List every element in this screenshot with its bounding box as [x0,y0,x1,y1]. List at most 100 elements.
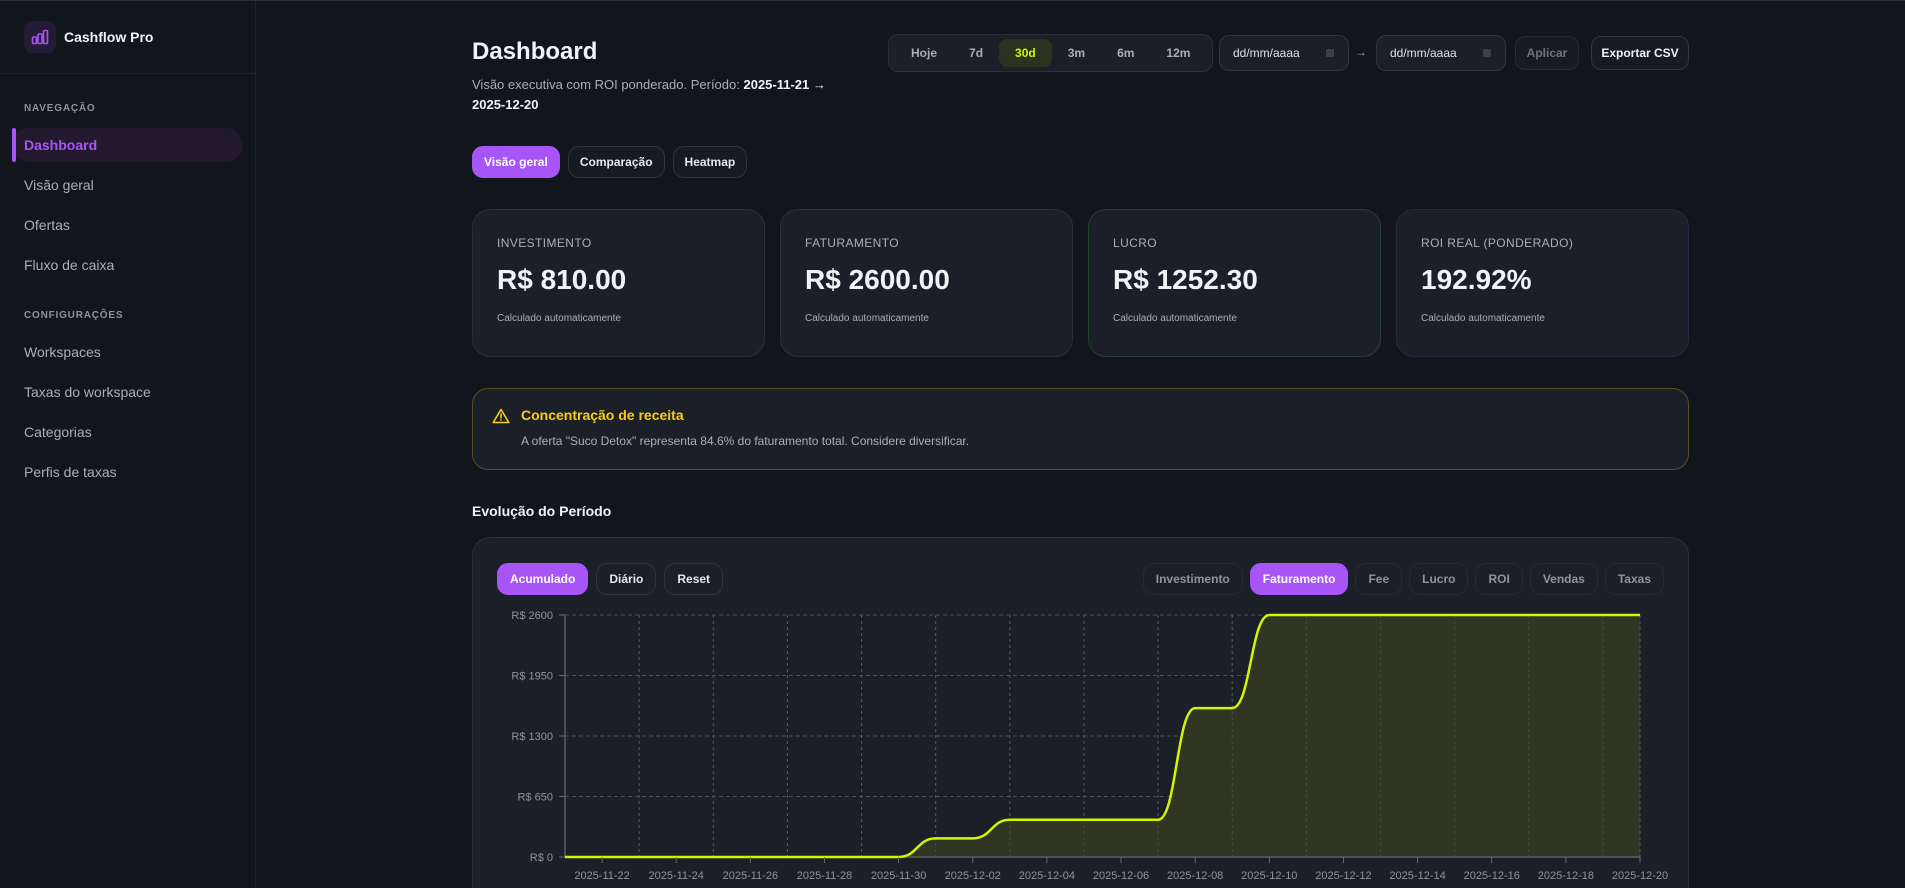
tab-comparacao[interactable]: Comparação [567,146,665,178]
sidebar-item-label: Perfis de taxas [24,464,117,480]
nav-list-settings: Workspaces Taxas do workspace Categorias… [0,335,255,489]
alert-text: A oferta "Suco Detox" representa 84.6% d… [521,434,970,448]
sidebar-item-categorias[interactable]: Categorias [12,415,243,449]
nav-list-navigation: Dashboard Visão geral Ofertas Fluxo de c… [0,128,255,282]
brand[interactable]: Cashflow Pro [0,1,255,74]
kpi-card-investimento: INVESTIMENTO R$ 810.00 Calculado automat… [472,209,765,357]
kpi-cards: INVESTIMENTO R$ 810.00 Calculado automat… [472,209,1689,357]
area-fill [565,615,1640,857]
kpi-label: ROI REAL (PONDERADO) [1421,236,1574,250]
tab-visao-geral[interactable]: Visão geral [472,146,560,178]
x-tick-label: 2025-11-22 [574,870,629,882]
date-range-arrow: → [1355,45,1367,59]
subtitle-text: Visão executiva com ROI ponderado. Perío… [472,77,744,92]
series-toggle-buttons: Investimento Faturamento Fee Lucro ROI V… [1142,563,1664,595]
apply-button[interactable]: Aplicar [1515,36,1579,70]
kpi-value: R$ 810.00 [497,264,627,295]
page-title: Dashboard [472,38,598,65]
sidebar-item-perfis-de-taxas[interactable]: Perfis de taxas [12,455,243,489]
export-csv-button[interactable]: Exportar CSV [1591,36,1689,70]
series-toggle-vendas[interactable]: Vendas [1529,563,1598,595]
series-toggle-faturamento[interactable]: Faturamento [1249,563,1349,595]
sidebar-item-label: Dashboard [24,137,98,153]
date-from-input[interactable]: dd/mm/aaaa [1219,35,1349,71]
period-end: 2025-12-20 [472,97,539,112]
range-button-30d[interactable]: 30d [999,39,1052,67]
sidebar: Cashflow Pro NAVEGAÇÃO Dashboard Visão g… [0,1,256,888]
range-selector: Hoje 7d 30d 3m 6m 12m [888,34,1214,72]
range-button-6m[interactable]: 6m [1117,46,1135,60]
period-arrow: → [812,77,826,92]
kpi-note: Calculado automaticamente [497,313,621,324]
x-tick-label: 2025-11-24 [648,870,703,882]
kpi-card-roi: ROI REAL (PONDERADO) 192.92% Calculado a… [1396,209,1689,357]
sidebar-item-workspaces[interactable]: Workspaces [12,335,243,369]
sidebar-item-fluxo-de-caixa[interactable]: Fluxo de caixa [12,248,243,282]
kpi-note: Calculado automaticamente [1113,313,1237,324]
kpi-value: 192.92% [1421,264,1532,295]
sidebar-item-dashboard[interactable]: Dashboard [12,128,243,162]
x-tick-label: 2025-11-28 [797,870,852,882]
range-button-7d[interactable]: 7d [969,46,984,60]
y-tick-label: R$ 650 [518,792,553,804]
calendar-icon[interactable] [1325,48,1335,58]
date-to-input[interactable]: dd/mm/aaaa [1376,35,1506,71]
kpi-label: FATURAMENTO [805,236,899,250]
date-from-placeholder: dd/mm/aaaa [1233,46,1300,60]
sidebar-item-label: Visão geral [24,177,94,193]
kpi-card-lucro: LUCRO R$ 1252.30 Calculado automaticamen… [1088,209,1381,357]
y-tick-label: R$ 1950 [511,671,553,683]
sidebar-item-label: Ofertas [24,217,70,233]
bar-chart-icon [24,21,56,53]
series-toggle-taxas[interactable]: Taxas [1604,563,1664,595]
kpi-label: LUCRO [1113,236,1158,250]
kpi-note: Calculado automaticamente [805,313,929,324]
sidebar-item-label: Fluxo de caixa [24,257,115,273]
date-to-placeholder: dd/mm/aaaa [1390,46,1457,60]
y-tick-label: R$ 2600 [511,610,553,622]
kpi-value: R$ 2600.00 [805,264,950,295]
series-toggle-roi[interactable]: ROI [1475,563,1523,595]
x-tick-label: 2025-11-26 [723,870,778,882]
tab-heatmap[interactable]: Heatmap [672,146,748,178]
x-tick-label: 2025-12-20 [1612,870,1668,882]
kpi-value: R$ 1252.30 [1113,264,1258,295]
period-start: 2025-11-21 [743,77,810,92]
kpi-note: Calculado automaticamente [1421,313,1545,324]
revenue-concentration-alert: Concentração de receita A oferta "Suco D… [472,388,1689,470]
series-toggle-investimento[interactable]: Investimento [1142,563,1243,595]
range-button-3m[interactable]: 3m [1067,46,1086,60]
mode-button-diario[interactable]: Diário [596,563,657,595]
x-tick-label: 2025-12-14 [1389,870,1445,882]
view-tabs: Visão geral Comparação Heatmap [472,146,748,178]
x-tick-label: 2025-12-12 [1315,870,1371,882]
chart-section-title: Evolução do Período [472,503,612,519]
page-subtitle: Visão executiva com ROI ponderado. Perío… [472,75,862,115]
x-tick-label: 2025-12-08 [1167,870,1223,882]
nav-section-title: CONFIGURAÇÕES [24,310,124,321]
faturamento-area-chart[interactable]: R$ 0 R$ 650 R$ 1300 R$ 1950 R$ 2600 2025-11-2… [473,538,1690,888]
range-button-12m[interactable]: 12m [1166,46,1191,60]
mode-button-acumulado[interactable]: Acumulado [497,563,589,595]
y-tick-label: R$ 0 [530,852,553,864]
sidebar-item-ofertas[interactable]: Ofertas [12,208,243,242]
x-tick-label: 2025-11-30 [871,870,926,882]
series-toggle-fee[interactable]: Fee [1355,563,1403,595]
x-tick-label: 2025-12-10 [1241,870,1297,882]
app-name: Cashflow Pro [64,29,154,45]
kpi-card-faturamento: FATURAMENTO R$ 2600.00 Calculado automat… [780,209,1073,357]
nav-section-title: NAVEGAÇÃO [24,103,96,114]
series-toggle-lucro[interactable]: Lucro [1409,563,1469,595]
sidebar-item-taxas-do-workspace[interactable]: Taxas do workspace [12,375,243,409]
chart-mode-buttons: Acumulado Diário Reset [497,563,724,595]
range-button-hoje[interactable]: Hoje [911,46,938,60]
warning-triangle-icon [492,408,510,429]
sidebar-item-label: Categorias [24,424,92,440]
x-tick-label: 2025-12-16 [1464,870,1520,882]
x-tick-label: 2025-12-06 [1093,870,1149,882]
y-tick-label: R$ 1300 [511,731,553,743]
calendar-icon[interactable] [1482,48,1492,58]
sidebar-item-visao-geral[interactable]: Visão geral [12,168,243,202]
sidebar-item-label: Taxas do workspace [24,384,151,400]
reset-button[interactable]: Reset [664,563,724,595]
